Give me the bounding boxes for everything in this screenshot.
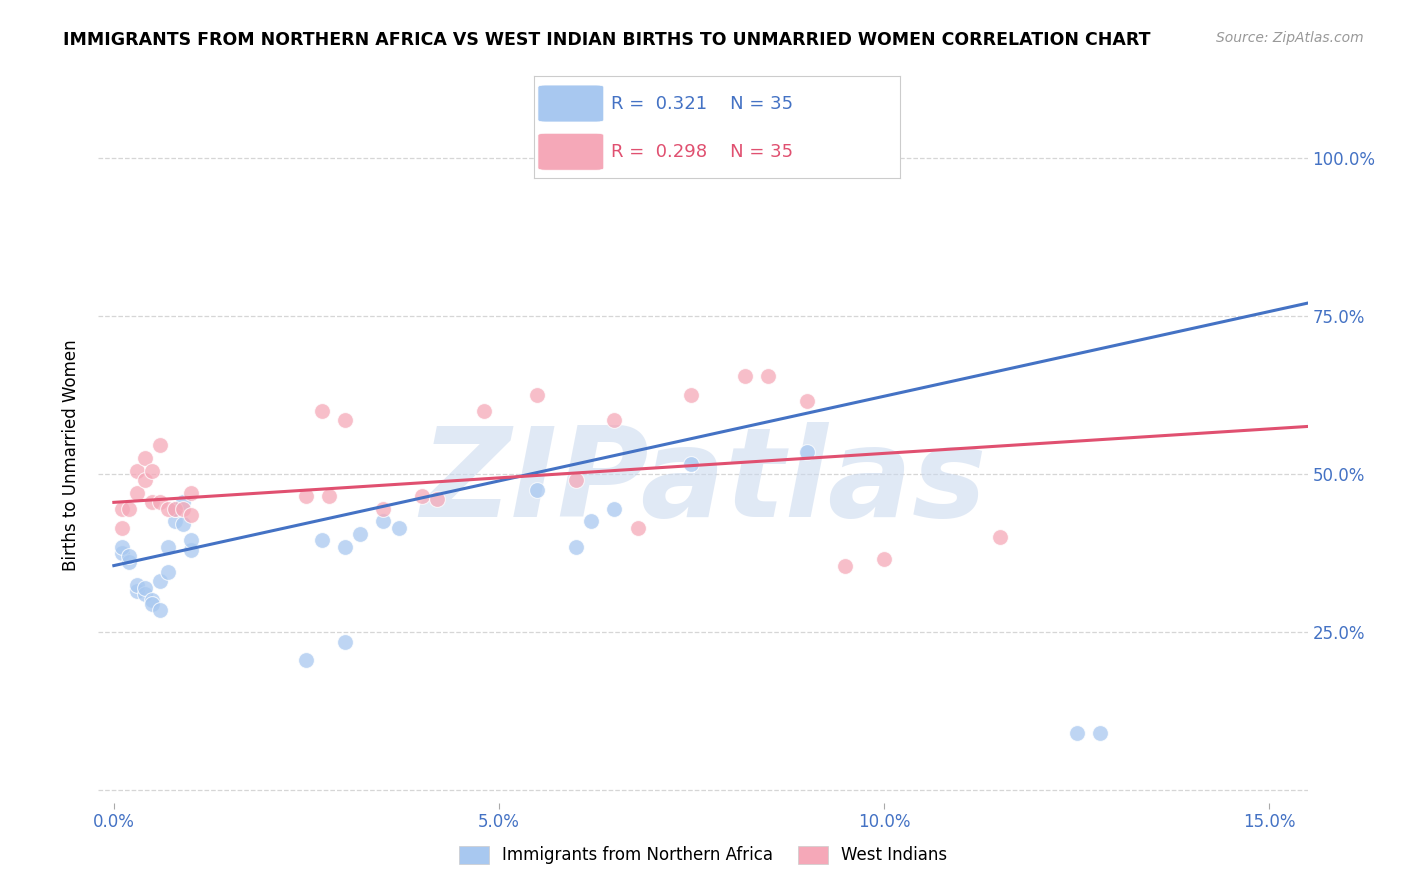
Point (388, 521, 411, 535)
Point (141, 495, 163, 509)
Point (141, 464, 163, 478)
Point (110, 546, 132, 560)
Text: R =  0.298    N = 35: R = 0.298 N = 35 (612, 143, 793, 161)
Point (873, 552, 896, 566)
Point (318, 489, 340, 503)
Point (295, 489, 318, 503)
Point (110, 540, 132, 554)
Text: Source: ZipAtlas.com: Source: ZipAtlas.com (1216, 31, 1364, 45)
Point (603, 413, 626, 427)
Point (565, 473, 588, 487)
Point (526, 388, 548, 402)
Point (118, 556, 141, 570)
Point (165, 514, 187, 528)
Point (125, 577, 148, 591)
Point (141, 597, 163, 611)
Point (1066, 726, 1088, 740)
Point (149, 574, 172, 589)
Point (134, 581, 156, 595)
FancyBboxPatch shape (538, 133, 603, 170)
Point (333, 634, 356, 648)
Point (180, 533, 202, 548)
Point (165, 501, 187, 516)
Point (758, 368, 780, 383)
Point (311, 533, 333, 548)
Point (333, 540, 356, 554)
Point (834, 558, 856, 573)
Point (333, 413, 356, 427)
Point (373, 514, 395, 528)
Point (373, 501, 395, 516)
Point (426, 492, 449, 507)
Point (134, 473, 156, 487)
Point (180, 486, 202, 500)
Point (110, 501, 132, 516)
Point (603, 501, 626, 516)
Point (118, 501, 141, 516)
Point (172, 517, 194, 532)
Point (311, 403, 333, 417)
Point (581, 514, 603, 528)
Point (180, 542, 202, 557)
Point (172, 501, 194, 516)
Point (149, 438, 172, 452)
Point (110, 521, 132, 535)
Point (472, 403, 495, 417)
Point (134, 587, 156, 601)
Y-axis label: Births to Unmarried Women: Births to Unmarried Women (62, 339, 80, 571)
Point (125, 464, 148, 478)
Point (681, 458, 703, 472)
Point (172, 495, 194, 509)
Point (734, 368, 756, 383)
Text: R =  0.321    N = 35: R = 0.321 N = 35 (612, 95, 793, 112)
Point (411, 489, 433, 503)
Point (134, 451, 156, 466)
Point (626, 521, 648, 535)
Point (1088, 726, 1111, 740)
Point (681, 388, 703, 402)
Point (156, 565, 179, 579)
Text: IMMIGRANTS FROM NORTHERN AFRICA VS WEST INDIAN BIRTHS TO UNMARRIED WOMEN CORRELA: IMMIGRANTS FROM NORTHERN AFRICA VS WEST … (63, 31, 1150, 49)
Point (180, 508, 202, 522)
Point (796, 394, 818, 409)
Point (165, 501, 187, 516)
Point (295, 653, 318, 667)
Point (149, 495, 172, 509)
Point (118, 549, 141, 563)
FancyBboxPatch shape (538, 85, 603, 122)
Point (156, 501, 179, 516)
Point (141, 593, 163, 607)
Point (125, 486, 148, 500)
Point (349, 527, 371, 541)
Legend: Immigrants from Northern Africa, West Indians: Immigrants from Northern Africa, West In… (451, 839, 955, 871)
Point (125, 583, 148, 598)
Point (526, 483, 548, 497)
Point (565, 540, 588, 554)
Point (796, 444, 818, 458)
Point (988, 530, 1011, 544)
Point (156, 540, 179, 554)
Point (149, 603, 172, 617)
Text: ZIPatlas: ZIPatlas (420, 422, 986, 543)
